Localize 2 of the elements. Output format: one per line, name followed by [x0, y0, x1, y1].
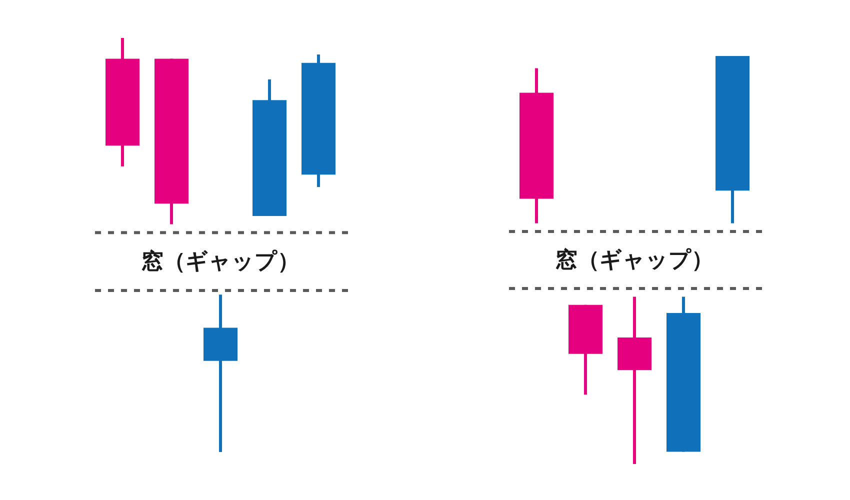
- annotation: 窓（ギャップ）: [142, 248, 300, 275]
- annotation: 窓（ギャップ）: [556, 247, 714, 273]
